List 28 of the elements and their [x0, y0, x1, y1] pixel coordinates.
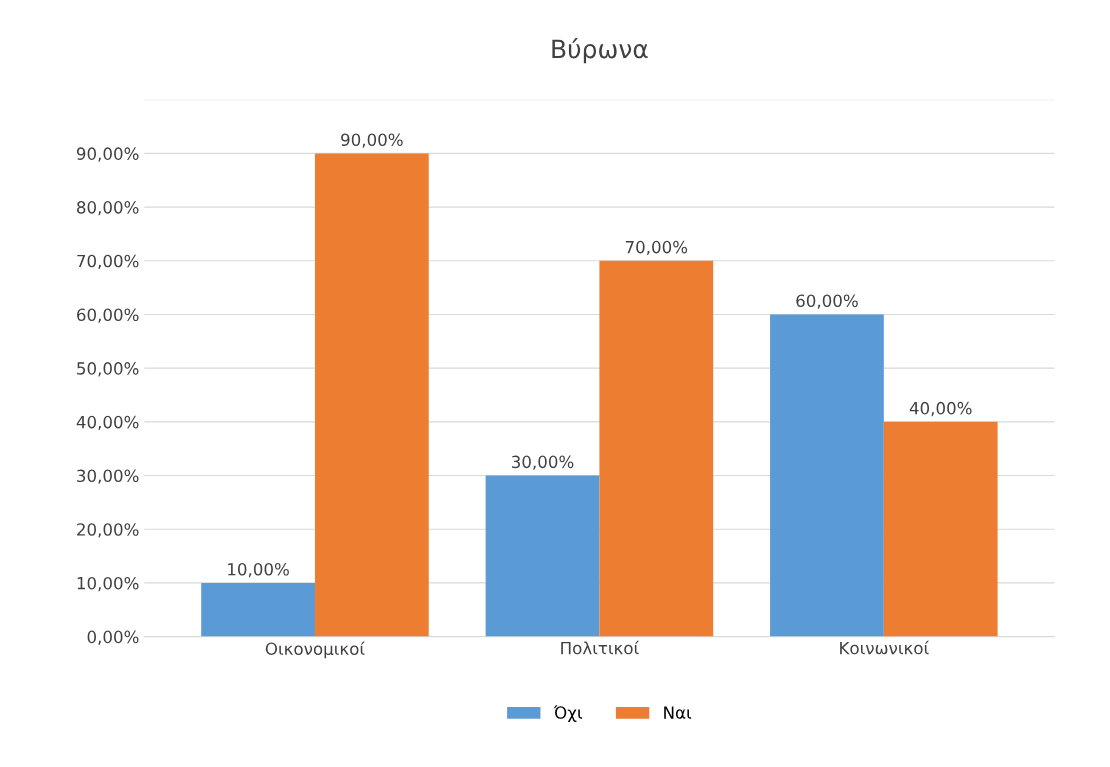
y-tick-label: 90,00%	[76, 147, 139, 162]
data-label: 30,00%	[512, 455, 574, 470]
y-tick-label: 20,00%	[77, 523, 139, 538]
y-tick-label: 80,00%	[77, 201, 139, 216]
data-label: 90,00%	[341, 133, 403, 148]
data-label: 40,00%	[909, 401, 972, 417]
data-label: 70,00%	[625, 240, 688, 256]
y-tick-label: 0,00%	[87, 630, 139, 645]
y-tick-label: 50,00%	[77, 362, 139, 377]
bar	[770, 314, 884, 637]
legend-label: Ναι	[664, 706, 692, 719]
bar	[201, 582, 315, 637]
x-tick-label: Οικονομικοί	[265, 641, 365, 659]
bar	[883, 421, 998, 637]
x-tick-label: Κοινωνικοί	[840, 640, 929, 655]
data-label: 10,00%	[228, 562, 289, 578]
bar	[314, 153, 429, 637]
y-tick-label: 10,00%	[77, 576, 139, 592]
legend-label: Όχι	[553, 705, 583, 723]
chart-title: Βύρωνα	[552, 38, 648, 64]
bar	[599, 260, 714, 637]
y-tick-label: 40,00%	[76, 415, 139, 431]
data-label: 60,00%	[796, 294, 858, 309]
bar	[485, 475, 600, 637]
y-tick-label: 70,00%	[77, 254, 139, 270]
x-tick-label: Πολιτικοί	[561, 640, 639, 655]
y-tick-label: 60,00%	[77, 308, 139, 323]
y-tick-label: 30,00%	[77, 469, 139, 484]
